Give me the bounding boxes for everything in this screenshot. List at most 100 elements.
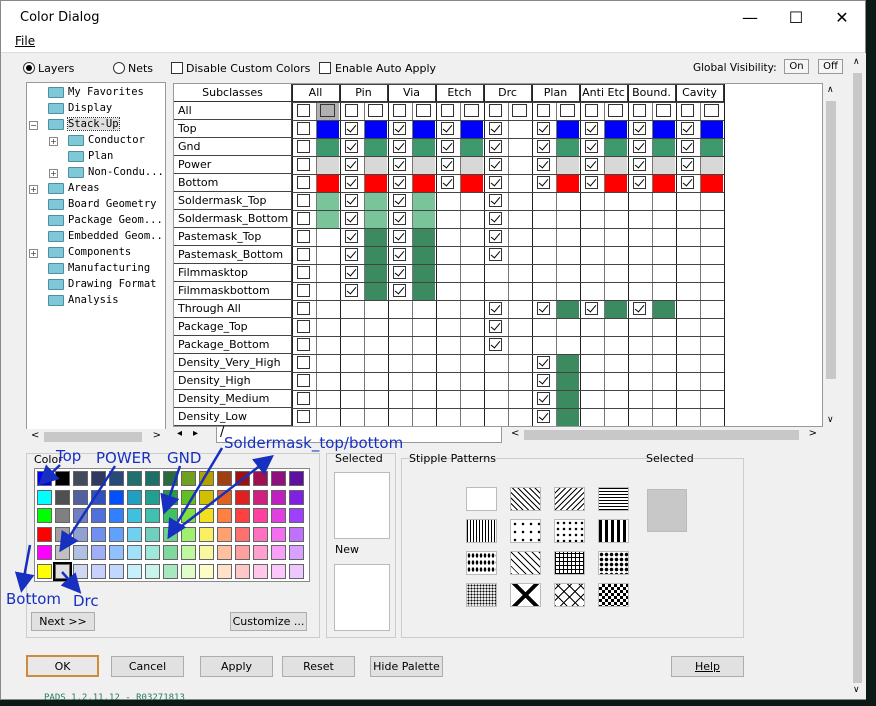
palette-color-cell[interactable]: [127, 545, 142, 560]
palette-color-cell[interactable]: [91, 471, 106, 486]
hide-palette-button[interactable]: Hide Palette: [370, 656, 443, 677]
palette-color-cell[interactable]: [109, 508, 124, 523]
tree-expander-icon[interactable]: +: [29, 185, 38, 194]
grid-row-label[interactable]: Density_High: [174, 372, 292, 390]
all-color-swatch[interactable]: [608, 104, 623, 117]
minimize-button[interactable]: —: [742, 7, 758, 27]
color-swatch[interactable]: [556, 120, 579, 138]
palette-color-cell[interactable]: [73, 489, 88, 505]
customize-button[interactable]: Customize ...: [230, 612, 307, 631]
palette-color-cell[interactable]: [91, 508, 106, 523]
visibility-checkbox[interactable]: [393, 212, 406, 225]
color-swatch[interactable]: [556, 372, 579, 390]
palette-color-cell[interactable]: [91, 526, 106, 542]
palette-color-cell[interactable]: [55, 526, 70, 542]
tree-item-label[interactable]: Package Geom...: [68, 214, 163, 226]
grid-row-label[interactable]: Density_Very_High: [174, 354, 292, 372]
color-swatch[interactable]: [652, 120, 675, 138]
visibility-checkbox[interactable]: [297, 194, 310, 207]
visibility-checkbox[interactable]: [345, 284, 358, 297]
color-swatch[interactable]: [604, 156, 627, 174]
palette-color-cell[interactable]: [217, 526, 232, 542]
visibility-checkbox[interactable]: [297, 284, 310, 297]
visibility-checkbox[interactable]: [537, 302, 550, 315]
visibility-checkbox[interactable]: [537, 410, 550, 423]
palette-color-cell[interactable]: [217, 545, 232, 560]
palette-color-cell[interactable]: [163, 526, 178, 542]
palette-color-cell[interactable]: [55, 471, 70, 486]
color-swatch[interactable]: [604, 174, 627, 192]
visibility-checkbox[interactable]: [489, 176, 502, 189]
palette-color-cell[interactable]: [37, 563, 52, 579]
stipple-pattern[interactable]: [510, 583, 541, 607]
palette-color-cell[interactable]: [289, 508, 304, 523]
color-swatch[interactable]: [556, 156, 579, 174]
color-swatch[interactable]: [556, 354, 579, 372]
visibility-checkbox[interactable]: [297, 104, 310, 117]
visibility-checkbox[interactable]: [345, 266, 358, 279]
visibility-checkbox[interactable]: [345, 194, 358, 207]
color-swatch[interactable]: [604, 300, 627, 318]
color-swatch[interactable]: [364, 174, 387, 192]
color-swatch[interactable]: [412, 156, 435, 174]
visibility-checkbox[interactable]: [633, 140, 646, 153]
palette-color-cell[interactable]: [145, 526, 160, 542]
grid-header-bound[interactable]: Bound.: [628, 84, 676, 102]
visibility-checkbox[interactable]: [681, 140, 694, 153]
tree-expander-icon[interactable]: +: [49, 137, 58, 146]
cancel-button[interactable]: Cancel: [111, 656, 184, 677]
palette-color-cell[interactable]: [73, 526, 88, 542]
tree-item-label[interactable]: Analysis: [68, 294, 119, 306]
color-swatch[interactable]: [652, 174, 675, 192]
palette-color-cell[interactable]: [289, 489, 304, 505]
palette-color-cell[interactable]: [73, 471, 88, 486]
palette-color-cell[interactable]: [73, 563, 88, 579]
palette-color-cell[interactable]: [199, 545, 214, 560]
visibility-checkbox[interactable]: [393, 194, 406, 207]
color-swatch[interactable]: [460, 138, 483, 156]
tree-expander-icon[interactable]: +: [49, 169, 58, 178]
color-swatch[interactable]: [412, 228, 435, 246]
palette-color-cell[interactable]: [271, 508, 286, 523]
color-swatch[interactable]: [556, 174, 579, 192]
color-swatch[interactable]: [364, 156, 387, 174]
visibility-checkbox[interactable]: [345, 122, 358, 135]
palette-color-cell[interactable]: [109, 526, 124, 542]
color-swatch[interactable]: [652, 138, 675, 156]
palette-color-cell[interactable]: [253, 508, 268, 523]
stipple-pattern[interactable]: [554, 551, 585, 575]
apply-button[interactable]: Apply: [200, 656, 273, 677]
disable-custom-colors-checkbox[interactable]: [171, 62, 183, 74]
visibility-checkbox[interactable]: [297, 176, 310, 189]
palette-color-cell[interactable]: [181, 508, 196, 523]
tree-item-label[interactable]: Stack-Up: [67, 117, 120, 131]
global-off-button[interactable]: Off: [818, 59, 843, 74]
palette-color-cell[interactable]: [271, 489, 286, 505]
palette-color-cell[interactable]: [163, 545, 178, 560]
color-swatch[interactable]: [364, 120, 387, 138]
visibility-checkbox[interactable]: [633, 104, 646, 117]
palette-color-cell[interactable]: [289, 526, 304, 542]
color-swatch[interactable]: [316, 138, 339, 156]
palette-color-cell[interactable]: [37, 471, 52, 486]
tree-item-label[interactable]: Embedded Geom...: [68, 230, 166, 242]
color-swatch[interactable]: [412, 264, 435, 282]
visibility-checkbox[interactable]: [297, 212, 310, 225]
palette-color-cell[interactable]: [235, 508, 250, 523]
visibility-checkbox[interactable]: [633, 302, 646, 315]
color-swatch[interactable]: [364, 282, 387, 300]
color-swatch[interactable]: [556, 408, 579, 426]
tree-item-label[interactable]: Board Geometry: [68, 198, 157, 210]
visibility-checkbox[interactable]: [681, 104, 694, 117]
visibility-checkbox[interactable]: [489, 158, 502, 171]
palette-color-cell[interactable]: [289, 545, 304, 560]
palette-color-cell[interactable]: [181, 471, 196, 486]
color-swatch[interactable]: [700, 174, 723, 192]
visibility-checkbox[interactable]: [297, 338, 310, 351]
ok-button[interactable]: OK: [26, 655, 99, 677]
tree-hscrollbar[interactable]: < >: [26, 429, 166, 445]
nets-radio[interactable]: [113, 62, 125, 74]
stipple-pattern[interactable]: [466, 583, 497, 607]
visibility-checkbox[interactable]: [297, 266, 310, 279]
stipple-pattern[interactable]: [554, 487, 585, 511]
